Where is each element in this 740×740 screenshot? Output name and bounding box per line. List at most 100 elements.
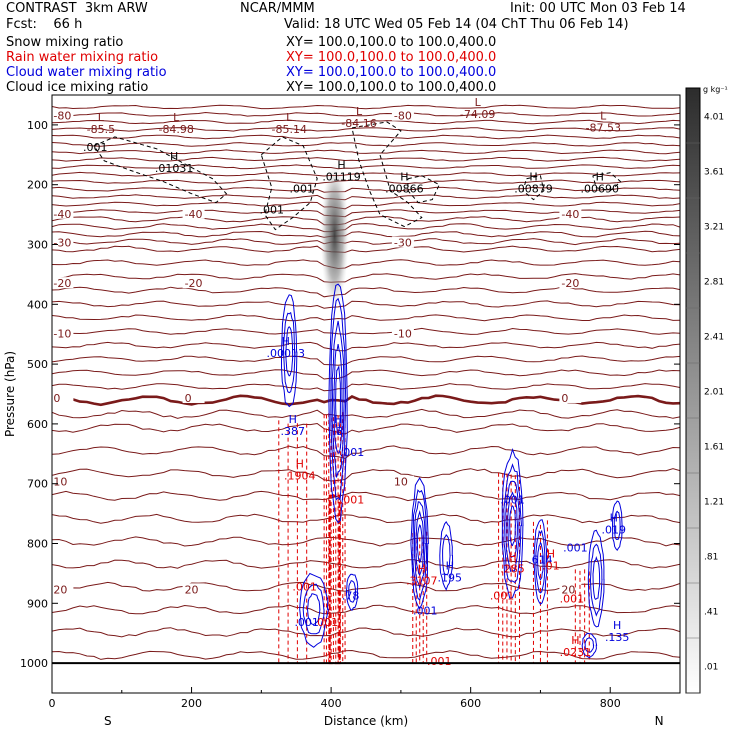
- isotherm-label-bg: [52, 475, 74, 487]
- isotherm-label-bg: [391, 475, 414, 487]
- rain-water-extremum-marker: H: [296, 458, 304, 471]
- cloud-water-extremum-value: .614: [528, 553, 553, 566]
- isotherm-label-bg: [182, 277, 205, 289]
- rain-water-extremum-marker: H: [418, 562, 426, 575]
- field-name-snow: Snow mixing ratio: [6, 35, 124, 50]
- isotherm-label: 0: [185, 392, 192, 405]
- isotherm-line: [52, 422, 680, 435]
- isotherm-line: [52, 383, 680, 392]
- temperature-low-marker: L: [173, 111, 180, 124]
- isotherm-line: [52, 341, 680, 352]
- colorbar-unit: g kg⁻¹: [703, 85, 728, 94]
- field-xy-snow: XY= 100.0,100.0 to 100.0,400.0: [286, 35, 497, 50]
- isotherm-line: [52, 490, 680, 502]
- cloud-ice-contour: [592, 172, 622, 192]
- isotherm-label-bg: [52, 327, 74, 339]
- cloud-water-contour: [442, 533, 451, 576]
- valid-time: Valid: 18 UTC Wed 05 Feb 14 (04 ChT Thu …: [284, 17, 629, 32]
- temperature-low-marker: L: [98, 111, 105, 124]
- isotherm-label-bg: [182, 207, 205, 219]
- isotherm-line: [52, 171, 680, 177]
- colorbar-label: 4.01: [704, 113, 724, 123]
- isotherm-line: [52, 408, 680, 419]
- isotherm-line: [52, 209, 680, 218]
- institution: NCAR/MMM: [240, 1, 315, 16]
- isotherm-line: [52, 286, 680, 298]
- isotherm-line: [52, 223, 680, 233]
- isotherm-label: 20: [185, 583, 199, 596]
- cloud-water-contour: [345, 573, 359, 611]
- isotherm-label: 20: [561, 583, 575, 596]
- cloud-water-extremum-marker: H: [282, 335, 290, 348]
- cloud-water-contour: [581, 632, 598, 659]
- x-tick-label: 600: [460, 697, 481, 710]
- temperature-low-marker: L: [600, 110, 607, 123]
- isotherm-label: -10: [394, 327, 412, 340]
- cloud-water-contour: [592, 556, 601, 600]
- cloud-ice-contour: [351, 121, 423, 228]
- isotherm-line: [52, 119, 680, 125]
- y-tick-label: 800: [27, 538, 48, 551]
- forecast-hour: Fcst: 66 h: [6, 17, 83, 32]
- isotherm-label: -80: [53, 110, 71, 123]
- cloud-water-contour: [589, 543, 603, 617]
- isotherm-label-bg: [52, 391, 74, 403]
- isotherm-line: [52, 230, 680, 238]
- isotherm-line: [52, 237, 680, 246]
- cloud-water-extremum-marker: H: [289, 413, 297, 426]
- field-xy-cloud-ice: XY= 100.0,100.0 to 100.0,400.0: [286, 80, 497, 95]
- isotherm-label-bg: [182, 583, 205, 595]
- cloud-ice-extremum-value: .001: [260, 204, 285, 217]
- cloud-water-extremum-value: .195: [437, 571, 462, 584]
- temperature-low-value: -74.09: [460, 108, 495, 121]
- isotherm-line: [52, 134, 680, 140]
- cloud-water-extremum-value: .001: [563, 541, 588, 554]
- cloud-ice-extremum-value: .00690: [581, 183, 620, 196]
- plot-frame: [51, 94, 681, 694]
- cloud-ice-contour: [522, 175, 545, 201]
- cloud-ice-contour: [260, 136, 318, 231]
- cloud-water-extremum-marker: H: [613, 619, 621, 632]
- cloud-ice-extremum-marker: H: [529, 171, 537, 184]
- rain-water-extremum-marker: H: [547, 547, 555, 560]
- cloud-water-contour: [537, 541, 544, 581]
- y-tick-label: 400: [27, 298, 48, 311]
- x-end-label-south: S: [104, 714, 112, 728]
- cloud-ice-extremum-value: .00879: [514, 183, 553, 196]
- isotherm-label-bg: [52, 207, 74, 219]
- cloud-water-contour: [331, 320, 345, 478]
- cloud-water-extremum-value: .001: [294, 616, 319, 629]
- cloud-water-contour: [410, 477, 429, 610]
- rain-water-extremum-value: .3107: [406, 574, 438, 587]
- field-name-cloud-water: Cloud water mixing ratio: [6, 65, 167, 80]
- field-xy-rain: XY= 100.0,100.0 to 100.0,400.0: [286, 50, 497, 65]
- cloud-ice-extremum-marker: H: [400, 171, 408, 184]
- isotherm-label-bg: [559, 583, 582, 595]
- isotherm-label: 20: [53, 583, 67, 596]
- rain-water-extremum-value: .001: [560, 592, 585, 605]
- y-tick-label: 600: [27, 418, 48, 431]
- colorbar-label: 2.01: [704, 388, 724, 398]
- temperature-low-marker: L: [475, 96, 482, 109]
- colorbar-label: 2.41: [704, 333, 724, 343]
- y-tick-label: 1000: [20, 657, 48, 670]
- colorbar-label: 1.61: [704, 443, 724, 453]
- cloud-water-contour: [328, 283, 348, 524]
- cloud-water-contour: [613, 510, 621, 541]
- isotherm-label: 10: [53, 476, 67, 489]
- cloud-water-contour: [333, 344, 343, 454]
- isotherm-line: [52, 536, 680, 547]
- cloud-water-extremum-value: .001: [413, 604, 438, 617]
- y-tick-label: 100: [27, 119, 48, 132]
- cloud-ice-extremum-value: .00866: [385, 183, 424, 196]
- cloud-water-extremum-value: .019: [601, 524, 626, 537]
- isotherm-label: -30: [394, 237, 412, 250]
- rain-water-extremum-value: .001: [292, 580, 317, 593]
- x-tick-label: 800: [600, 697, 621, 710]
- isotherm-line: [52, 604, 680, 615]
- cloud-ice-extremum-value: .01119: [322, 171, 361, 184]
- cloud-water-extremum-value: .78: [342, 589, 360, 602]
- cloud-water-extremum-value: .387: [280, 425, 305, 438]
- cloud-water-extremum-marker: H: [446, 559, 454, 572]
